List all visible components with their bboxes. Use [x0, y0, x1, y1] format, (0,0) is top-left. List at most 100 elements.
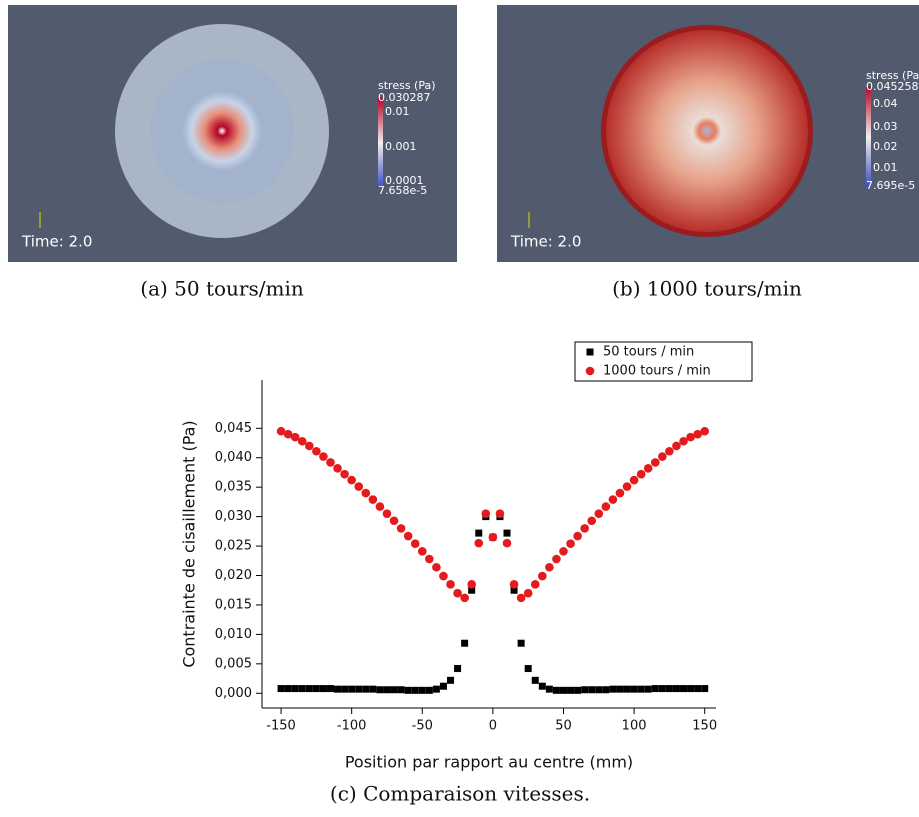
- point: [341, 685, 349, 693]
- point: [475, 529, 483, 537]
- point: [574, 686, 582, 694]
- caption: (c) Comparaison vitesses.: [330, 782, 590, 806]
- point: [276, 426, 286, 436]
- point: [701, 685, 709, 693]
- legend-label: 50 tours / min: [603, 345, 694, 360]
- point: [354, 482, 364, 491]
- point: [439, 571, 448, 581]
- point: [567, 686, 575, 694]
- caption: (a) 50 tours/min: [140, 277, 304, 301]
- point: [517, 639, 525, 647]
- point: [362, 685, 370, 693]
- point: [418, 686, 426, 694]
- point: [658, 685, 666, 693]
- point: [432, 562, 441, 572]
- point: [481, 509, 491, 518]
- point: [552, 686, 560, 694]
- point: [530, 580, 540, 589]
- point: [658, 452, 667, 461]
- disk-inner: [606, 30, 808, 232]
- y-tick-label: 0,015: [215, 597, 252, 612]
- point: [425, 554, 434, 564]
- y-tick-label: 0,035: [215, 480, 252, 495]
- point: [644, 685, 652, 693]
- point: [616, 685, 624, 693]
- point: [432, 685, 440, 693]
- point: [700, 426, 710, 436]
- point: [389, 516, 399, 526]
- x-tick-label: 100: [622, 719, 647, 734]
- point: [390, 686, 398, 694]
- point: [396, 524, 406, 533]
- colorbar-label: 0.045258: [866, 80, 919, 93]
- point: [277, 685, 285, 693]
- point: [588, 686, 596, 694]
- point: [291, 685, 299, 693]
- x-tick-label: -100: [337, 719, 367, 734]
- point: [686, 432, 695, 442]
- point: [502, 538, 512, 548]
- point: [404, 686, 412, 694]
- point: [312, 446, 321, 456]
- point: [622, 482, 632, 491]
- point: [503, 529, 511, 537]
- point: [665, 685, 673, 693]
- point: [643, 464, 653, 473]
- y-tick-label: 0,005: [215, 656, 252, 671]
- colorbar-label: 0.030287: [378, 91, 431, 104]
- point: [383, 686, 391, 694]
- point: [609, 685, 617, 693]
- point: [538, 571, 547, 581]
- colorbar-label: 7.658e-5: [378, 184, 427, 197]
- point: [679, 436, 688, 446]
- point: [375, 502, 385, 511]
- point: [334, 685, 342, 693]
- point: [595, 686, 603, 694]
- point: [694, 685, 702, 693]
- point: [283, 429, 293, 439]
- point: [559, 686, 567, 694]
- point: [637, 685, 645, 693]
- legend-title: stress (Pa): [378, 79, 436, 92]
- point: [474, 538, 484, 548]
- point: [453, 588, 462, 598]
- point: [602, 686, 610, 694]
- x-tick-label: 0: [489, 719, 497, 734]
- point: [348, 685, 356, 693]
- point: [524, 665, 532, 673]
- point: [298, 685, 306, 693]
- y-tick-label: 0,010: [215, 627, 252, 642]
- point: [397, 686, 405, 694]
- point: [495, 509, 505, 518]
- colorbar-label: 0.001: [385, 140, 417, 153]
- point: [368, 495, 378, 504]
- point: [665, 446, 674, 456]
- point: [461, 639, 469, 647]
- point: [509, 580, 519, 589]
- colorbar-label: 0.03: [873, 120, 898, 133]
- y-tick-label: 0,000: [215, 686, 252, 701]
- point: [545, 562, 554, 572]
- point: [523, 588, 533, 598]
- point: [629, 475, 639, 485]
- point: [326, 458, 335, 467]
- point: [312, 685, 320, 693]
- point: [454, 665, 462, 673]
- point: [467, 580, 477, 589]
- colorbar: [378, 98, 383, 188]
- point: [680, 685, 688, 693]
- point: [581, 686, 589, 694]
- point: [290, 432, 300, 442]
- colorbar-label: 0.01: [873, 161, 898, 174]
- x-tick-label: 150: [692, 719, 717, 734]
- point: [601, 502, 611, 511]
- point: [333, 464, 342, 473]
- point: [672, 441, 681, 451]
- y-tick-label: 0,020: [215, 568, 252, 583]
- point: [446, 580, 455, 589]
- panel-b: [497, 5, 919, 262]
- x-tick-label: -150: [266, 719, 296, 734]
- colorbar-label: 0.01: [385, 105, 410, 118]
- point: [573, 531, 582, 541]
